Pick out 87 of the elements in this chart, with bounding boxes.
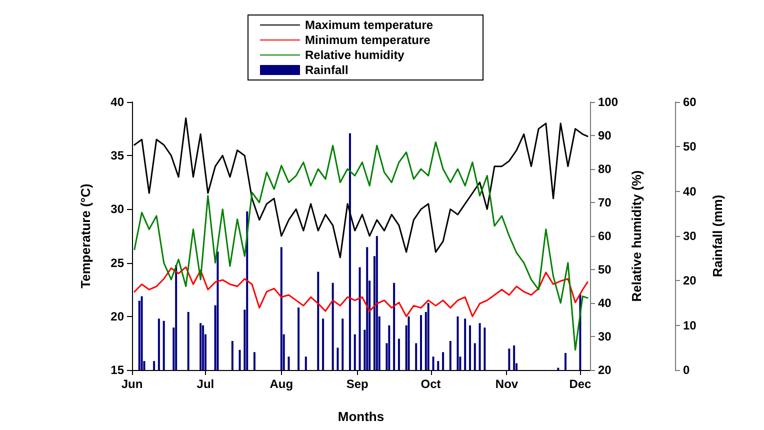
bar <box>393 282 396 370</box>
bar <box>231 340 234 370</box>
y-tick-label: 40 <box>110 95 124 109</box>
line-series <box>134 266 588 318</box>
bar <box>348 133 351 370</box>
y-tick-label: 30 <box>110 202 124 216</box>
bar <box>332 282 334 370</box>
bar <box>432 356 434 370</box>
y2-tick-label: 70 <box>598 196 612 210</box>
bar <box>322 318 324 370</box>
y3-axis-title: Rainfall (mm) <box>710 194 725 278</box>
bar <box>513 345 516 370</box>
legend-label: Rainfall <box>305 63 348 77</box>
bar <box>138 300 140 370</box>
y2-axis-title: Relative humidity (%) <box>629 170 644 302</box>
y3-tick-label: 40 <box>683 184 697 198</box>
bar <box>216 252 219 370</box>
bar <box>298 307 300 370</box>
y3-tick-label: 30 <box>683 229 697 243</box>
bar <box>478 323 481 370</box>
bar <box>175 265 178 370</box>
bar <box>484 328 486 370</box>
y3-tick-label: 50 <box>683 140 697 154</box>
bar <box>420 315 422 370</box>
x-tick-label: Jun <box>121 377 143 391</box>
bar <box>427 303 430 370</box>
bar <box>253 352 256 370</box>
bar <box>508 348 510 370</box>
bar <box>437 361 440 370</box>
y-tick-label: 20 <box>110 309 124 324</box>
y3-tick-label: 20 <box>683 274 697 288</box>
legend-label: Relative humidity <box>305 48 405 62</box>
bar <box>376 236 378 370</box>
y-tick-label: 15 <box>110 363 124 377</box>
bar <box>388 325 390 370</box>
legend-label: Minimum temperature <box>305 33 431 47</box>
bar <box>288 356 290 370</box>
bar <box>280 247 282 370</box>
x-tick-label: Nov <box>495 377 518 391</box>
bar <box>153 361 156 370</box>
line-series <box>134 141 588 351</box>
y2-tick-label: 40 <box>598 296 612 310</box>
x-tick-label: Sep <box>346 377 368 391</box>
bar <box>564 353 567 370</box>
y2-tick-label: 30 <box>598 330 612 344</box>
x-tick-label: Oct <box>420 377 441 391</box>
bar <box>140 296 143 370</box>
bar <box>246 211 248 370</box>
bar <box>187 312 190 370</box>
bar <box>415 343 418 370</box>
bar <box>162 320 165 370</box>
bar <box>398 338 400 370</box>
bar <box>468 325 471 370</box>
y-tick-label: 25 <box>110 256 124 270</box>
y2-tick-label: 100 <box>598 95 618 109</box>
bar <box>408 316 410 370</box>
bar <box>354 334 356 370</box>
bar <box>238 350 241 370</box>
bar <box>449 340 452 370</box>
bar <box>158 318 160 370</box>
y2-tick-label: 90 <box>598 128 612 142</box>
y-axis-title: Temperature (°C) <box>78 184 93 288</box>
x-axis-title: Months <box>338 409 384 424</box>
bar <box>200 323 202 370</box>
y2-tick-label: 80 <box>598 162 612 176</box>
bar <box>366 247 368 370</box>
x-tick-label: Aug <box>270 377 294 391</box>
legend-label: Maximum temperature <box>305 18 434 32</box>
x-tick-label: Dec <box>569 377 592 391</box>
bar <box>336 348 339 370</box>
bar <box>442 352 444 370</box>
bar <box>317 272 320 370</box>
bar <box>304 356 307 370</box>
y2-tick-label: 20 <box>598 363 612 377</box>
bar <box>464 318 466 370</box>
bar <box>474 343 476 370</box>
bar <box>342 318 344 370</box>
y3-tick-label: 60 <box>683 95 697 109</box>
bar <box>358 267 361 370</box>
bar <box>456 316 459 370</box>
y2-tick-label: 50 <box>598 262 612 276</box>
y2-tick-label: 60 <box>598 229 612 243</box>
bar <box>202 325 204 370</box>
y-tick-label: 35 <box>110 148 124 163</box>
y3-tick-label: 0 <box>683 363 690 377</box>
y3-tick-label: 10 <box>683 318 697 332</box>
x-tick-label: Jul <box>196 377 214 391</box>
